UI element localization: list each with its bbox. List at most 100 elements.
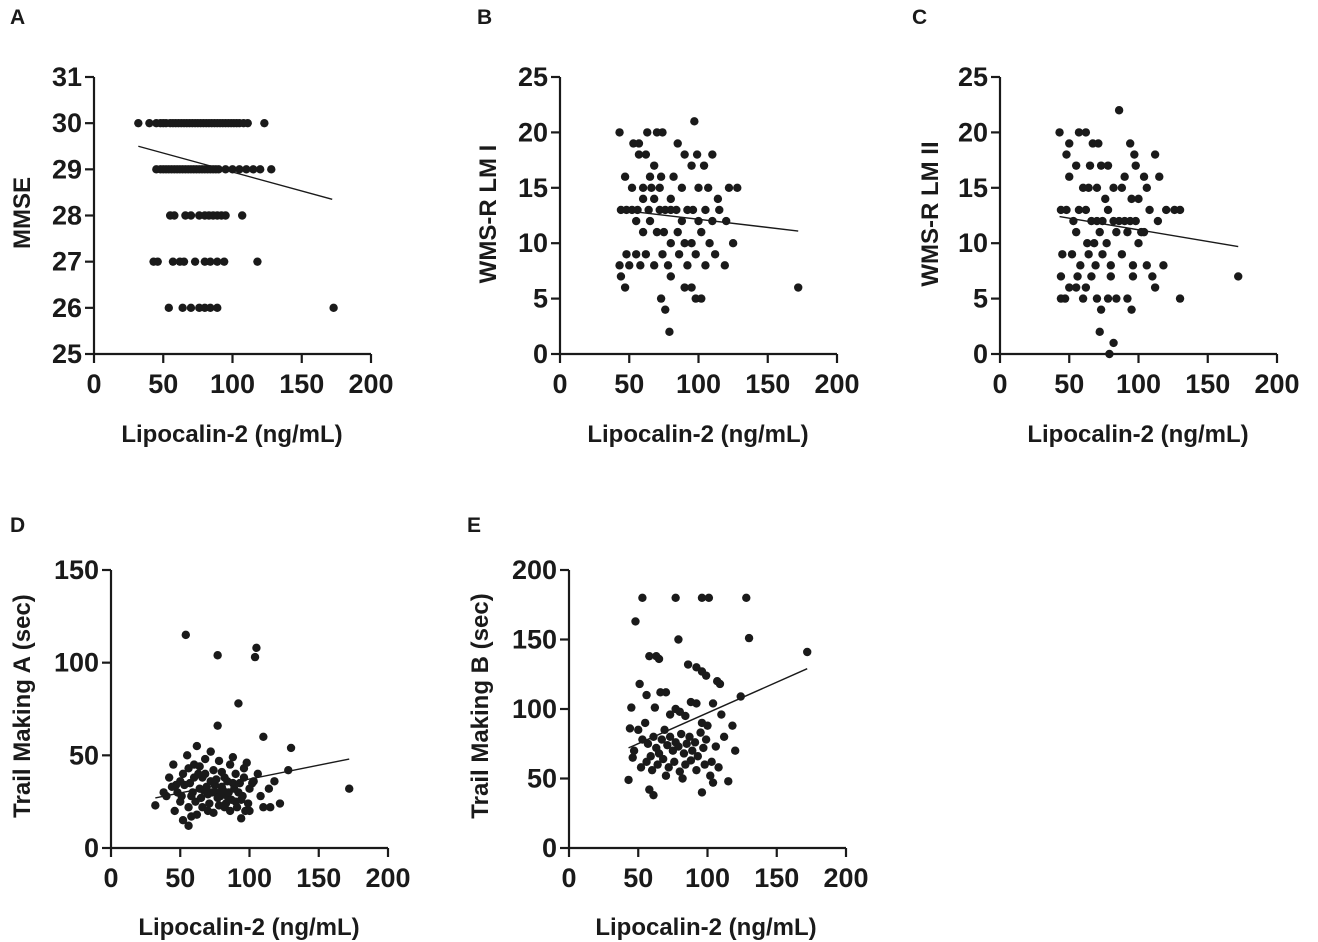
- panel-c-data-point: [1058, 250, 1067, 259]
- panel-b-data-point: [677, 183, 687, 192]
- panel-a-data-point: [186, 303, 196, 313]
- panel-c-data-point: [1081, 205, 1091, 215]
- panel-e-data-point: [676, 729, 686, 739]
- panel-c-data-point: [1095, 327, 1104, 337]
- panel-a-data-point: [190, 257, 200, 266]
- panel-d-data-point: [286, 743, 296, 753]
- panel-b-data-point: [673, 139, 682, 148]
- panel-c-data-point: [1065, 139, 1074, 148]
- panel-b-data-point: [697, 227, 706, 237]
- panel-c-data-point: [1131, 216, 1140, 226]
- panel-b-data-point: [687, 161, 696, 170]
- panel-d-data-point: [202, 782, 211, 792]
- panel-e-data-point: [714, 763, 723, 772]
- panel-b-data-point: [697, 294, 706, 303]
- panel-e-data-point: [678, 774, 687, 783]
- panel-d-data-point: [177, 791, 186, 801]
- panel-c-data-point: [1131, 161, 1140, 170]
- panel-e-data-point: [642, 757, 651, 767]
- panel-e-data-point: [683, 660, 693, 669]
- panel-c-data-point: [1106, 261, 1116, 270]
- panel-a-y-tick-label: 25: [52, 339, 82, 369]
- panel-e-data-point: [706, 771, 715, 780]
- panel-c-x-tick-label: 100: [1116, 369, 1161, 399]
- panel-d-data-point: [225, 806, 235, 816]
- panel-c-data-point: [1065, 172, 1074, 181]
- panel-b-data-point: [733, 183, 742, 192]
- panel-e-data-point: [742, 593, 751, 602]
- panel-c-data-point: [1139, 172, 1149, 181]
- panel-b-data-point: [663, 261, 673, 270]
- panel-b-data-point: [641, 150, 651, 159]
- panel-b-x-tick-label: 0: [552, 369, 567, 399]
- panel-d-data-point: [182, 751, 192, 760]
- panel-b-data-point: [638, 194, 648, 204]
- panel-c-data-point: [1071, 283, 1081, 292]
- panel-c-data-point: [1128, 272, 1138, 281]
- panel-b-data-point: [699, 161, 709, 170]
- panel-a-data-point: [206, 257, 215, 266]
- panel-b-data-point: [658, 128, 667, 137]
- panel-c-data-point: [1139, 227, 1149, 237]
- panel-e-y-tick-label: 50: [527, 764, 557, 794]
- panel-a-y-axis-title: MMSE: [9, 177, 36, 249]
- panel-b-data-point: [647, 183, 656, 192]
- panel-b-data-point: [710, 250, 720, 259]
- panel-d-letter: D: [10, 514, 25, 537]
- panel-a-y-tick-label: 30: [52, 108, 82, 138]
- panel-e: E 0 50 100 150 200 0 50 100 150 200 Lipocalin-2 (…: [467, 514, 869, 941]
- panel-c-data-point: [1081, 128, 1091, 137]
- panel-c-x-tick-label: 0: [992, 369, 1007, 399]
- panel-d-data-point: [164, 773, 174, 782]
- panel-c-y-tick-label: 10: [958, 228, 988, 258]
- panel-c-data-point: [1150, 283, 1160, 292]
- panel-e-x-tick-label: 100: [685, 863, 730, 893]
- panel-e-data-point: [631, 617, 640, 626]
- panel-e-y-tick-label: 150: [512, 625, 557, 655]
- panel-a-x-tick-label: 0: [86, 369, 101, 399]
- panel-a-regression-line: [138, 145, 333, 201]
- panel-c-data-point: [1109, 183, 1118, 192]
- panel-c-y-tick-label: 5: [973, 284, 988, 314]
- panel-b-data-point: [649, 194, 659, 204]
- panel-b-data-point: [631, 216, 641, 226]
- panel-e-data-point: [703, 721, 712, 730]
- panel-c-y-axis-title: WMS-R LM II: [917, 141, 944, 286]
- panel-c-data-point: [1101, 194, 1110, 204]
- panel-a: A 25 26 27 28 29 30 31 0 50 100 150 200 Lipocalin-2…: [9, 6, 394, 448]
- panel-c: C 0 5 10 15 20 25 0 50 100 150 200 Lipocalin-2 (ng…: [912, 6, 1300, 448]
- panel-a-data-point: [237, 211, 247, 220]
- panel-b-letter: B: [477, 6, 492, 29]
- panel-b-data-point: [694, 183, 703, 192]
- panel-c-data-point: [1065, 283, 1074, 292]
- panel-b-y-tick-label: 10: [518, 228, 548, 258]
- panel-b-data-point: [649, 261, 659, 270]
- panel-d-data-point: [275, 799, 285, 808]
- panel-c-data-point: [1102, 239, 1111, 248]
- panel-c-data-point: [1073, 272, 1082, 281]
- panel-e-letter: E: [467, 514, 481, 537]
- panel-b-data-point: [636, 261, 645, 270]
- panel-e-data-point: [711, 742, 721, 751]
- panel-c-data-point: [1128, 261, 1138, 270]
- panel-b-data-point: [687, 283, 696, 292]
- panel-b-y-tick-label: 25: [518, 62, 548, 92]
- panel-b-y-tick-label: 5: [533, 284, 548, 314]
- panel-e-x-tick-label: 50: [623, 863, 653, 893]
- panel-d-data-point: [184, 764, 193, 773]
- panel-b-data-point: [634, 139, 644, 148]
- panel-a-data-point: [243, 118, 252, 128]
- panel-e-data-point: [693, 752, 703, 761]
- panel-a-data-point: [242, 165, 251, 174]
- panel-c-data-point: [1150, 150, 1160, 159]
- panel-a-data-point: [186, 211, 196, 220]
- panel-e-data-point: [647, 765, 657, 775]
- panel-b-data-point: [666, 239, 675, 248]
- panel-e-data-point: [701, 735, 711, 744]
- panel-b-data-point: [615, 128, 624, 137]
- panel-c-data-point: [1145, 205, 1154, 215]
- panel-b-data-point: [728, 239, 738, 248]
- panel-b-data-point: [669, 172, 678, 181]
- panel-c-data-point: [1084, 250, 1093, 259]
- panel-b-y-tick-label: 0: [533, 339, 548, 369]
